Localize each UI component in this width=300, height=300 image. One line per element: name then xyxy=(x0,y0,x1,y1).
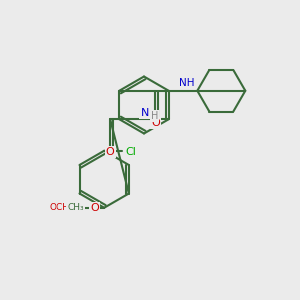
Text: NH: NH xyxy=(179,78,195,88)
Text: H: H xyxy=(151,111,158,121)
Text: O: O xyxy=(90,203,99,213)
Text: N: N xyxy=(140,108,149,118)
Text: O: O xyxy=(151,118,160,128)
Text: OCH₃: OCH₃ xyxy=(49,203,73,212)
Text: Cl: Cl xyxy=(126,147,137,157)
Text: O: O xyxy=(106,147,115,157)
Text: CH₃: CH₃ xyxy=(68,203,84,212)
